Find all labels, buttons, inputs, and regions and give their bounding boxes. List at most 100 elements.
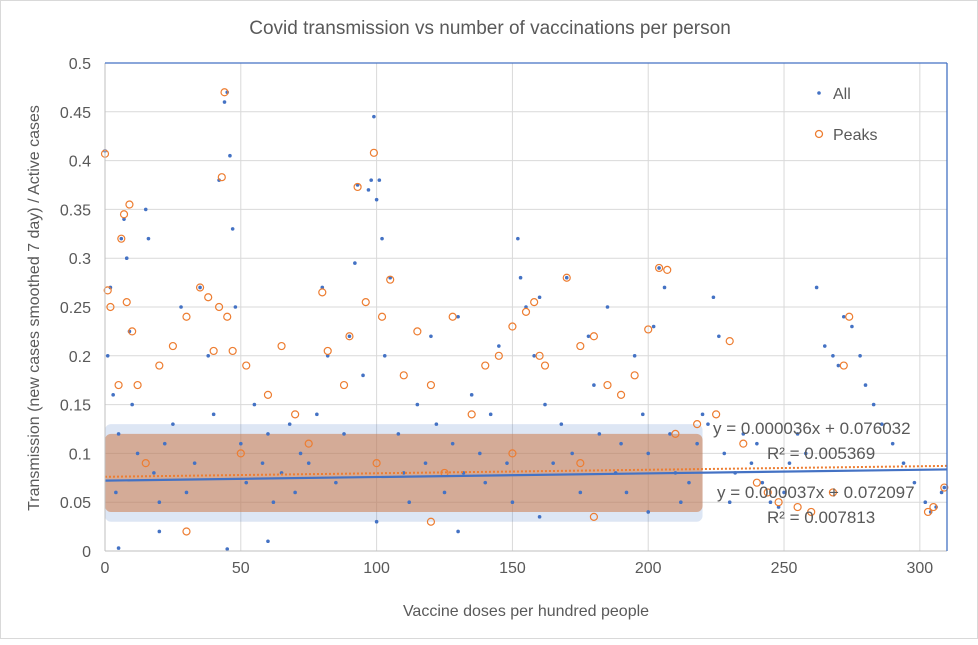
point-all <box>206 354 211 358</box>
chart-title: Covid transmission vs number of vaccinat… <box>249 18 731 39</box>
trendline-all-equation: y = 0.000037x + 0.072097 <box>717 483 915 502</box>
point-all <box>252 402 257 407</box>
point-all <box>717 334 721 339</box>
point-all <box>578 490 583 495</box>
point-peak <box>103 286 112 295</box>
point-all <box>939 490 944 495</box>
point-peak <box>828 488 838 497</box>
point-all <box>230 227 235 231</box>
point-peak <box>671 429 680 438</box>
point-all <box>347 334 352 339</box>
y-tick-label: 0.5 <box>69 56 91 73</box>
point-peak <box>386 275 395 284</box>
y-tick-label: 0.05 <box>60 495 91 512</box>
point-peak <box>236 449 245 458</box>
point-peak <box>839 361 848 370</box>
x-tick-label: 300 <box>906 560 933 577</box>
x-tick-label: 100 <box>363 560 390 577</box>
point-all <box>782 490 786 495</box>
y-axis-label: Transmission (new cases smoothed 7 day) … <box>26 105 43 511</box>
point-all <box>483 480 488 485</box>
point-peak <box>369 148 378 157</box>
point-all <box>198 285 202 290</box>
point-all <box>749 461 754 465</box>
y-tick-label: 0.35 <box>60 202 91 219</box>
y-tick-label: 0.2 <box>69 349 91 366</box>
legend-all-label: All <box>833 86 851 103</box>
point-peak <box>603 380 612 390</box>
point-peak <box>353 182 362 192</box>
point-all <box>537 295 542 300</box>
point-peak <box>923 507 933 517</box>
point-all <box>266 432 270 436</box>
point-peak <box>693 420 702 429</box>
point-all <box>456 314 460 319</box>
point-all <box>116 546 121 550</box>
x-tick-label: 250 <box>771 560 798 577</box>
point-peak <box>182 527 191 536</box>
point-peak <box>345 332 354 341</box>
trendline-peaks-equation: y = 0.000036x + 0.076032 <box>713 419 911 438</box>
x-axis-label: Vaccine doses per hundred people <box>403 603 649 620</box>
point-peak <box>494 351 503 360</box>
point-peak <box>195 283 205 292</box>
point-peak <box>155 361 164 370</box>
point-all <box>162 441 167 446</box>
point-peak <box>242 361 251 370</box>
point-peak <box>712 410 721 419</box>
point-all <box>396 432 401 436</box>
point-all <box>450 441 455 446</box>
point-all <box>179 305 183 309</box>
point-all <box>755 441 759 446</box>
point-all <box>727 500 732 505</box>
point-all <box>374 197 379 202</box>
point-all <box>711 295 716 300</box>
point-all <box>271 500 276 505</box>
trendlines <box>104 464 948 482</box>
point-peak <box>562 273 571 282</box>
point-all <box>469 393 474 397</box>
point-all <box>380 236 384 241</box>
y-tick-label: 0.45 <box>60 105 91 122</box>
point-peak <box>644 325 653 334</box>
point-all <box>863 383 868 387</box>
point-peak <box>339 380 349 390</box>
point-all <box>564 275 569 280</box>
point-peak <box>508 322 517 331</box>
point-all <box>668 432 672 436</box>
point-peak <box>763 488 772 497</box>
legend: All Peaks <box>814 86 877 144</box>
point-all <box>570 451 574 456</box>
point-peak <box>214 302 224 312</box>
point-peak <box>377 312 387 321</box>
point-all <box>382 354 387 358</box>
legend-all-marker <box>817 91 821 95</box>
point-all <box>415 402 420 407</box>
point-all <box>225 547 230 551</box>
point-all <box>157 529 162 534</box>
point-all <box>244 480 249 485</box>
point-all <box>306 461 311 465</box>
point-peak <box>223 312 232 321</box>
point-all <box>831 354 835 358</box>
point-all <box>434 422 439 426</box>
point-all <box>841 314 846 319</box>
trendline-peaks-r2: R² = 0.005369 <box>767 444 875 463</box>
point-all <box>619 441 623 446</box>
point-all <box>184 490 189 495</box>
point-peak <box>725 337 734 346</box>
point-all <box>605 305 610 309</box>
point-peak <box>106 302 115 312</box>
point-all <box>586 334 591 339</box>
point-all <box>722 451 727 456</box>
point-peak <box>576 459 585 468</box>
point-peak <box>530 298 539 307</box>
point-all <box>260 461 265 465</box>
point-all <box>760 480 765 485</box>
point-all <box>858 354 862 358</box>
point-peak <box>467 410 476 419</box>
point-peak <box>168 341 178 351</box>
point-peak <box>277 341 286 351</box>
point-all <box>146 236 151 241</box>
